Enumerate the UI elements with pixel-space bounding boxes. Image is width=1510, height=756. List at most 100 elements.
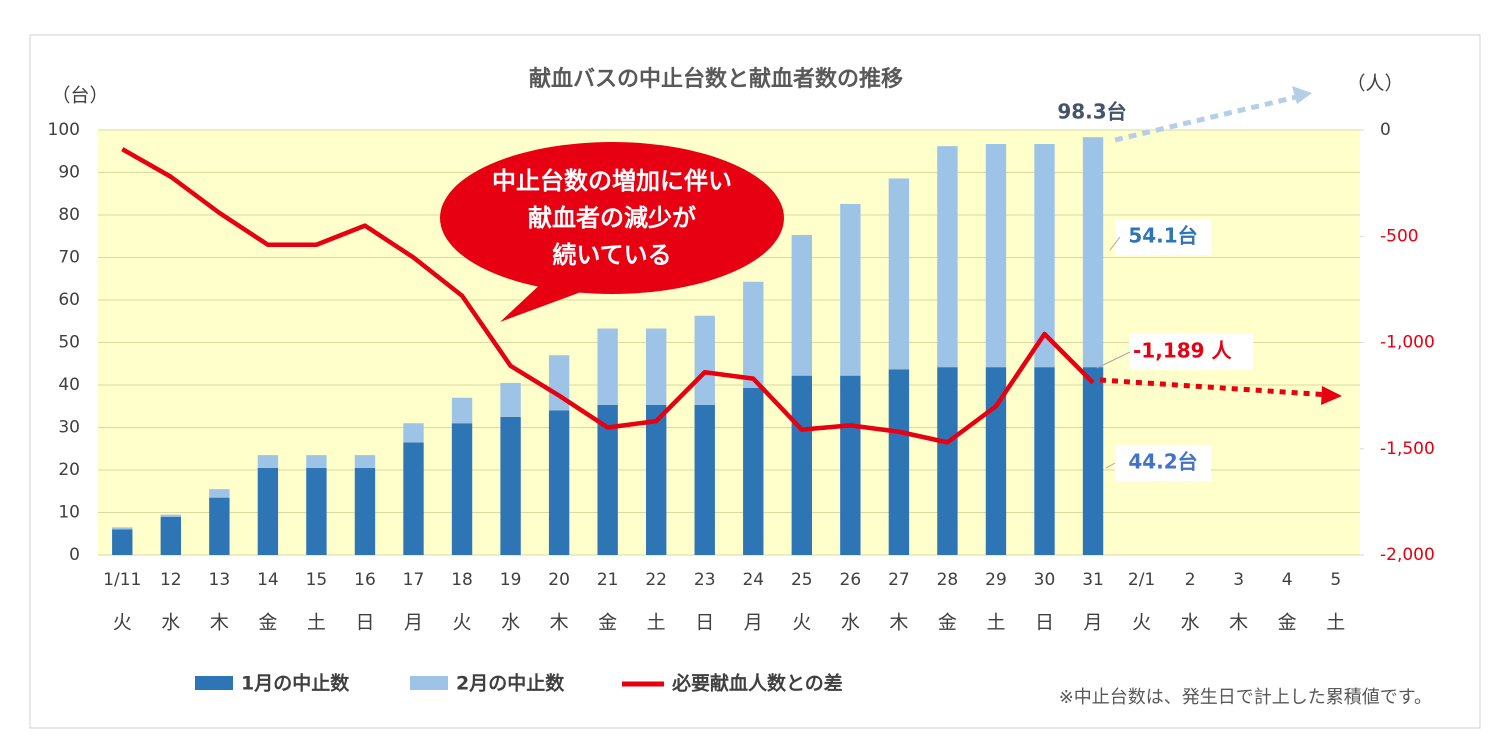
x-tick-label: 17 [403, 570, 425, 590]
y2-tick-label: -500 [1380, 226, 1419, 246]
bar [451, 423, 473, 555]
bar [1034, 367, 1055, 555]
x-tick-label: 15 [306, 570, 328, 590]
y-tick-label: 60 [58, 290, 80, 310]
x-tick-label: 16 [354, 570, 376, 590]
x-tick-label: 14 [257, 570, 279, 590]
leader [1105, 462, 1116, 469]
legend-label: 2月の中止数 [456, 672, 565, 695]
x-weekday-label: 土 [986, 612, 1005, 634]
bar [985, 144, 1007, 368]
bar [548, 410, 570, 555]
y-tick-label: 40 [58, 375, 80, 395]
x-weekday-label: 水 [841, 612, 860, 634]
x-tick-label: 22 [645, 570, 667, 590]
x-weekday-label: 火 [453, 612, 472, 634]
x-tick-label: 18 [451, 570, 473, 590]
bar [112, 527, 133, 530]
x-tick-label: 1/11 [103, 570, 141, 590]
annotation: 44.2台 [1128, 450, 1197, 474]
bar [791, 375, 813, 555]
legend-swatch [410, 676, 448, 690]
callout-text: 中止台数の増加に伴い [492, 167, 732, 195]
annotation-box [1129, 334, 1253, 370]
x-tick-label: 28 [937, 570, 959, 590]
bar [1082, 367, 1104, 555]
arrow-head [1292, 86, 1312, 104]
arrow-trend [1099, 377, 1331, 398]
callout-bubble [440, 142, 784, 294]
annotation: -1,189 人 [1133, 339, 1233, 363]
bar [597, 328, 618, 405]
bar [112, 529, 133, 555]
legend-swatch [195, 676, 233, 690]
y2-tick-label: -2,000 [1380, 545, 1435, 565]
bar [306, 467, 327, 555]
x-weekday-label: 金 [938, 612, 957, 634]
x-tick-label: 3 [1233, 570, 1244, 590]
x-weekday-label: 金 [598, 612, 617, 634]
x-weekday-label: 火 [1132, 612, 1151, 634]
x-weekday-label: 火 [113, 612, 132, 634]
x-tick-label: 24 [742, 570, 764, 590]
x-weekday-label: 金 [258, 612, 277, 634]
bar [937, 367, 958, 555]
x-weekday-label: 日 [1035, 612, 1054, 634]
y2-tick-label: 0 [1380, 120, 1391, 140]
x-tick-label: 5 [1330, 570, 1341, 590]
x-weekday-label: 木 [1229, 612, 1248, 634]
arrow-total [1114, 92, 1306, 143]
x-tick-label: 4 [1282, 570, 1293, 590]
bar [1082, 137, 1104, 368]
bar [1034, 144, 1055, 368]
bar [888, 369, 910, 555]
leader [1109, 236, 1121, 251]
bar [451, 397, 473, 424]
x-tick-label: 20 [548, 570, 570, 590]
y-unit: （台） [51, 85, 108, 107]
x-weekday-label: 土 [307, 612, 326, 634]
bar [888, 178, 910, 370]
callout-text: 続いている [552, 241, 671, 269]
x-tick-label: 25 [791, 570, 813, 590]
bar [937, 146, 958, 368]
x-tick-label: 26 [840, 570, 862, 590]
marks [112, 137, 1104, 555]
x-weekday-label: 水 [501, 612, 520, 634]
y2-tick-label: -1,500 [1380, 439, 1435, 459]
annotation: 54.1台 [1128, 224, 1197, 248]
x-tick-label: 21 [597, 570, 619, 590]
y-tick-label: 50 [58, 333, 80, 353]
bar [354, 467, 376, 555]
x-weekday-label: 月 [1084, 612, 1103, 634]
bar [160, 516, 182, 555]
annotation-box [1115, 219, 1211, 255]
x-tick-label: 12 [160, 570, 182, 590]
y-tick-label: 80 [58, 205, 80, 225]
y-tick-label: 70 [58, 248, 80, 268]
bar [403, 442, 424, 555]
bar [743, 281, 764, 388]
x-weekday-label: 木 [550, 612, 569, 634]
y-tick-label: 10 [58, 503, 80, 523]
legend-label: 1月の中止数 [241, 672, 350, 695]
bar [257, 455, 279, 468]
y-tick-label: 90 [58, 163, 80, 183]
x-tick-label: 30 [1034, 570, 1056, 590]
annotation-box [1115, 445, 1211, 481]
x-weekday-label: 月 [744, 612, 763, 634]
y2-unit: （人） [1346, 73, 1403, 95]
bar [597, 404, 618, 555]
bar [743, 387, 764, 555]
bar [694, 315, 715, 405]
x-weekday-label: 土 [647, 612, 666, 634]
x-weekday-label: 月 [404, 612, 423, 634]
bar [840, 375, 861, 555]
x-tick-label: 2 [1185, 570, 1196, 590]
x-weekday-label: 金 [1278, 612, 1297, 634]
x-tick-label: 29 [985, 570, 1007, 590]
bar [500, 382, 521, 417]
y-tick-label: 0 [69, 545, 80, 565]
x-weekday-label: 水 [1181, 612, 1200, 634]
bar [500, 416, 521, 555]
